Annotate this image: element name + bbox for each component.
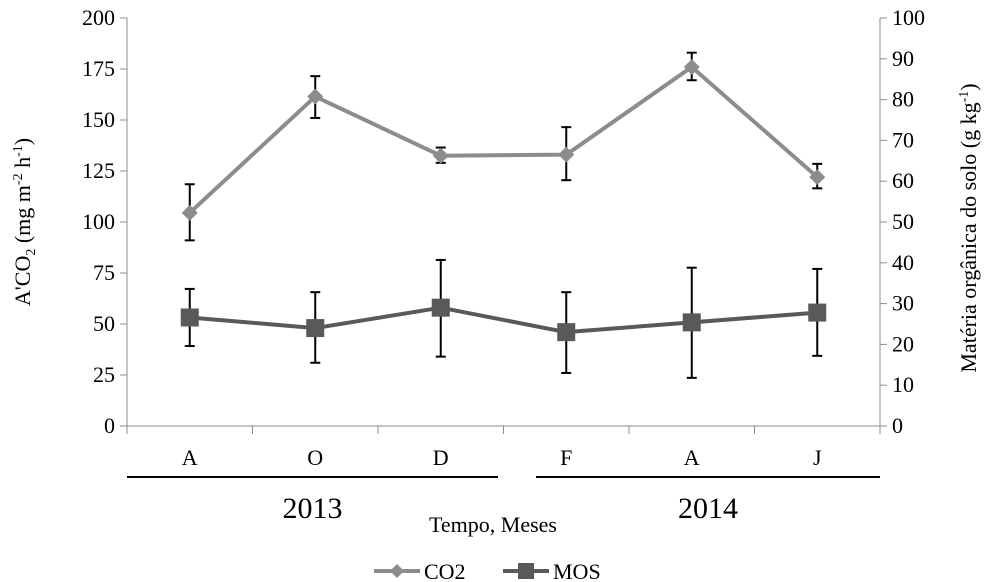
- y-left-tick-label: 25: [93, 362, 115, 387]
- y-right-tick-label: 0: [892, 413, 903, 438]
- y-left-tick-label: 200: [82, 5, 115, 30]
- y-right-tick-label: 100: [892, 5, 925, 30]
- legend-mos-label: MOS: [553, 559, 601, 582]
- point-co2: [181, 204, 198, 221]
- y-right-tick-label: 80: [892, 87, 914, 112]
- series-line-mos: [189, 305, 818, 335]
- x-axis-title: Tempo, Meses: [429, 512, 557, 537]
- x-tick-label: J: [813, 445, 822, 470]
- x-tick-label: O: [307, 445, 323, 470]
- point-mos: [306, 319, 325, 338]
- axes: 0 25 50 75 100 125 150 175 200 0 10 20 30 40 50 60 70 80 9…: [82, 5, 925, 470]
- point-mos: [682, 313, 701, 332]
- year-group-labels: 2013 2014: [127, 476, 880, 525]
- legend: CO2 MOS: [374, 559, 601, 582]
- point-co2: [432, 147, 449, 164]
- y-left-tick-label: 50: [93, 311, 115, 336]
- y-right-tick-label: 30: [892, 291, 914, 316]
- y-left-tick-label: 175: [82, 56, 115, 81]
- point-co2: [307, 88, 324, 105]
- y-left-tick-label: 100: [82, 209, 115, 234]
- x-tick-label: F: [560, 445, 572, 470]
- point-mos: [431, 298, 450, 317]
- point-co2: [683, 58, 700, 75]
- point-mos: [180, 308, 199, 327]
- y-right-tick-label: 50: [892, 209, 914, 234]
- y-left-tick-label: 125: [82, 158, 115, 183]
- y-left-tick-label: 0: [104, 413, 115, 438]
- year-group-label: 2013: [283, 492, 343, 525]
- y-right-tick-label: 70: [892, 127, 914, 152]
- y-right-tick-label: 60: [892, 168, 914, 193]
- y-right-tick-label: 10: [892, 372, 914, 397]
- legend-co2-marker: [390, 564, 404, 578]
- point-mos: [557, 323, 576, 342]
- y-right-tick-label: 90: [892, 46, 914, 71]
- y-right-tick-label: 20: [892, 331, 914, 356]
- x-tick-label: A: [684, 445, 700, 470]
- series-line-co2: [188, 64, 819, 215]
- point-co2: [809, 169, 826, 186]
- x-tick-label: D: [433, 445, 449, 470]
- series-layer: [180, 51, 827, 379]
- y-axis-right-title: Matéria orgânica do solo (g kg-1): [956, 83, 981, 372]
- legend-mos-marker: [518, 563, 534, 579]
- legend-co2-label: CO2: [424, 559, 466, 582]
- y-right-tick-label: 40: [892, 250, 914, 275]
- point-co2: [558, 146, 575, 163]
- year-group-label: 2014: [678, 492, 738, 525]
- y-left-tick-label: 75: [93, 260, 115, 285]
- point-mos: [808, 303, 827, 322]
- x-tick-label: A: [182, 445, 198, 470]
- y-axis-left-title: A'CO2 (mg m-2 h-1): [10, 138, 39, 306]
- y-left-tick-label: 150: [82, 107, 115, 132]
